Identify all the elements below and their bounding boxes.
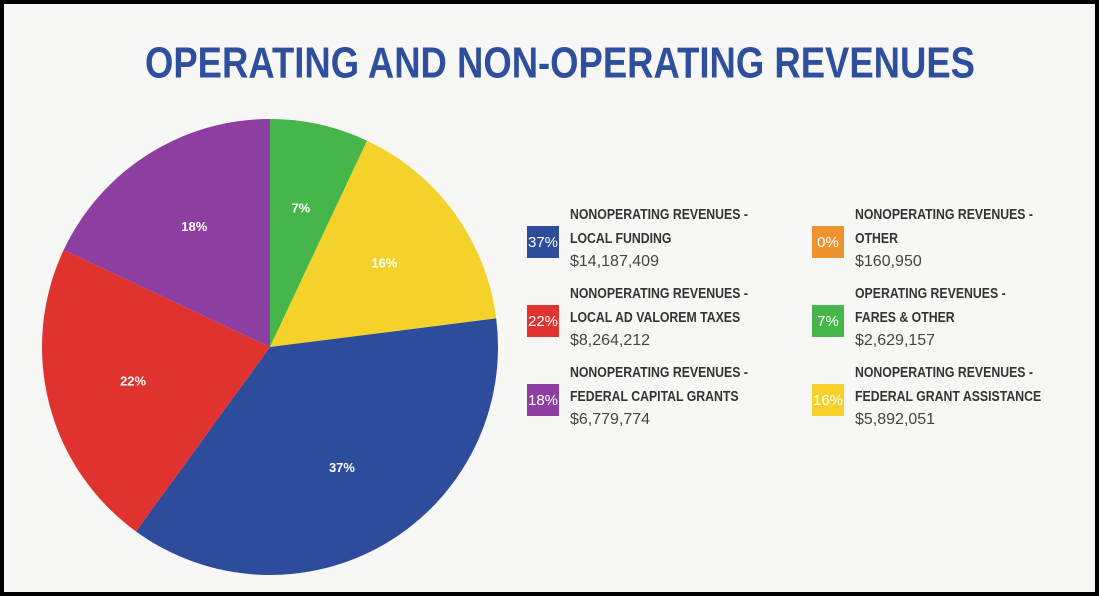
pie-slice [270, 140, 497, 347]
legend-label: OPERATING REVENUES - [855, 285, 1006, 301]
legend-label: NONOPERATING REVENUES - [570, 206, 748, 222]
legend-amount: $5,892,051 [855, 411, 935, 428]
legend-percent: 7% [817, 313, 839, 330]
legend-label: OTHER [855, 230, 898, 246]
legend-amount: $14,187,409 [570, 253, 659, 270]
legend-label: NONOPERATING REVENUES - [855, 206, 1033, 222]
slice-label: 18% [181, 219, 207, 234]
legend-label: FEDERAL CAPITAL GRANTS [570, 388, 739, 404]
legend-percent: 22% [528, 313, 558, 330]
legend-swatch [812, 305, 844, 337]
legend-label: LOCAL FUNDING [570, 230, 671, 246]
pie-slice [270, 119, 368, 347]
legend-percent: 16% [813, 392, 843, 409]
legend-label: NONOPERATING REVENUES - [855, 364, 1033, 380]
legend-percent: 18% [528, 392, 558, 409]
slice-label: 16% [371, 255, 397, 270]
legend-swatch [527, 384, 559, 416]
legend-amount: $160,950 [855, 253, 922, 270]
legend-label: FARES & OTHER [855, 309, 955, 325]
pie-slice [42, 249, 270, 532]
legend-swatch [812, 384, 844, 416]
legend-percent: 37% [528, 234, 558, 251]
legend-swatch [527, 305, 559, 337]
legend-amount: $2,629,157 [855, 332, 935, 349]
legend-percent: 0% [817, 234, 839, 251]
legend-swatch [527, 226, 559, 258]
legend-label: LOCAL AD VALOREM TAXES [570, 309, 740, 325]
slice-label: 22% [120, 374, 146, 389]
legend-amount: $6,779,774 [570, 411, 650, 428]
pie-slice [135, 318, 498, 576]
legend-amount: $8,264,212 [570, 332, 650, 349]
legend-label: FEDERAL GRANT ASSISTANCE [855, 388, 1041, 404]
chart-title: OPERATING AND NON-OPERATING REVENUES [145, 39, 975, 88]
legend-swatch [812, 226, 844, 258]
slice-label: 7% [291, 200, 310, 215]
pie-slice [63, 119, 270, 347]
legend-label: NONOPERATING REVENUES - [570, 285, 748, 301]
legend-label: NONOPERATING REVENUES - [570, 364, 748, 380]
slice-label: 37% [329, 460, 355, 475]
